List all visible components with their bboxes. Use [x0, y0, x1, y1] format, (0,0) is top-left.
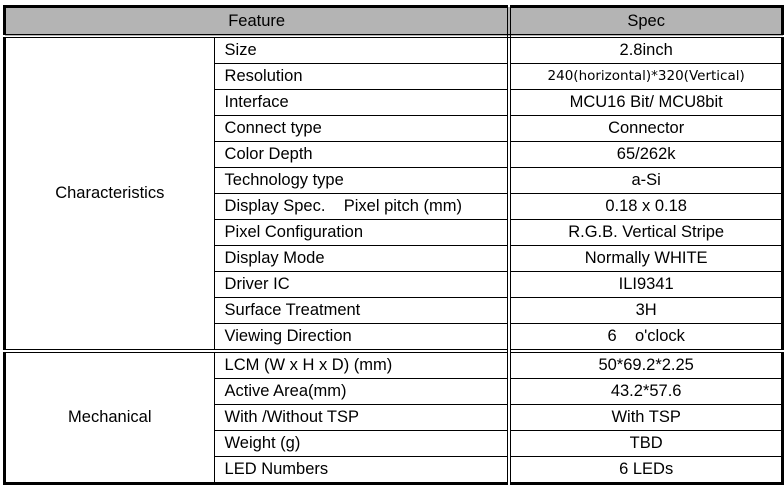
spec-table: Feature Spec Characteristics Size 2.8inch R…: [3, 5, 784, 485]
feature-cell: Surface Treatment: [213, 297, 512, 324]
table-row: Resolution 240(horizontal)*320(Vertical): [5, 63, 784, 90]
spec-cell: With TSP: [508, 404, 784, 431]
spec-cell: 6 LEDs: [508, 456, 784, 484]
spec-cell: 3H: [508, 297, 784, 324]
feature-cell: Display Spec. Pixel pitch (mm): [213, 193, 512, 220]
feature-cell: Connect type: [213, 115, 512, 142]
table-row: Active Area(mm) 43.2*57.6: [5, 378, 784, 405]
header-spec: Spec: [508, 6, 784, 38]
table-row: LED Numbers 6 LEDs: [5, 456, 784, 484]
table-row: Weight (g) TBD: [5, 430, 784, 457]
table-row: Technology type a-Si: [5, 167, 784, 194]
feature-cell: LED Numbers: [213, 456, 512, 484]
feature-cell: Active Area(mm): [213, 378, 512, 405]
feature-cell: Viewing Direction: [213, 323, 512, 352]
spec-cell: TBD: [508, 430, 784, 457]
feature-cell: Pixel Configuration: [213, 219, 512, 246]
feature-cell: Driver IC: [213, 271, 512, 298]
spec-cell: 6 o'clock: [508, 323, 784, 352]
table-row: Viewing Direction 6 o'clock: [5, 323, 784, 352]
table-row: Interface MCU16 Bit/ MCU8bit: [5, 89, 784, 116]
spec-cell: ILI9341: [508, 271, 784, 298]
spec-cell: 2.8inch: [508, 35, 784, 64]
feature-cell: Technology type: [213, 167, 512, 194]
header-feature: Feature: [4, 6, 512, 38]
spec-cell: 65/262k: [508, 141, 784, 168]
feature-cell: Color Depth: [213, 141, 512, 168]
spec-cell: Normally WHITE: [508, 245, 784, 272]
spec-cell: a-Si: [508, 167, 784, 194]
spec-cell: 50*69.2*2.25: [508, 349, 784, 379]
feature-cell: With /Without TSP: [213, 404, 512, 431]
spec-cell: MCU16 Bit/ MCU8bit: [508, 89, 784, 116]
spec-cell: 0.18 x 0.18: [508, 193, 784, 220]
table-row: Display Mode Normally WHITE: [5, 245, 784, 272]
feature-cell: Interface: [213, 89, 512, 116]
feature-cell: Weight (g): [213, 430, 512, 457]
section-name: Characteristics: [4, 35, 215, 352]
table-row: Characteristics Size 2.8inch: [4, 35, 784, 352]
spec-cell: Connector: [508, 115, 784, 142]
section-name: Mechanical: [4, 349, 215, 484]
spec-cell: 43.2*57.6: [508, 378, 784, 405]
table-row: Surface Treatment 3H: [5, 297, 784, 324]
table-row: Driver IC ILI9341: [5, 271, 784, 298]
table-row: Display Spec. Pixel pitch (mm) 0.18 x 0.1…: [5, 193, 784, 220]
spec-cell: R.G.B. Vertical Stripe: [508, 219, 784, 246]
table-row: Pixel Configuration R.G.B. Vertical Strip…: [5, 219, 784, 246]
spec-cell: 240(horizontal)*320(Vertical): [508, 63, 784, 90]
header-row: Feature Spec: [4, 6, 784, 38]
feature-cell: Size: [213, 35, 512, 64]
feature-cell: LCM (W x H x D) (mm): [213, 349, 512, 379]
feature-cell: Display Mode: [213, 245, 512, 272]
table-row: Mechanical LCM (W x H x D) (mm) 50*69.2*2.…: [4, 349, 784, 484]
table-row: Connect type Connector: [5, 115, 784, 142]
feature-cell: Resolution: [213, 63, 512, 90]
